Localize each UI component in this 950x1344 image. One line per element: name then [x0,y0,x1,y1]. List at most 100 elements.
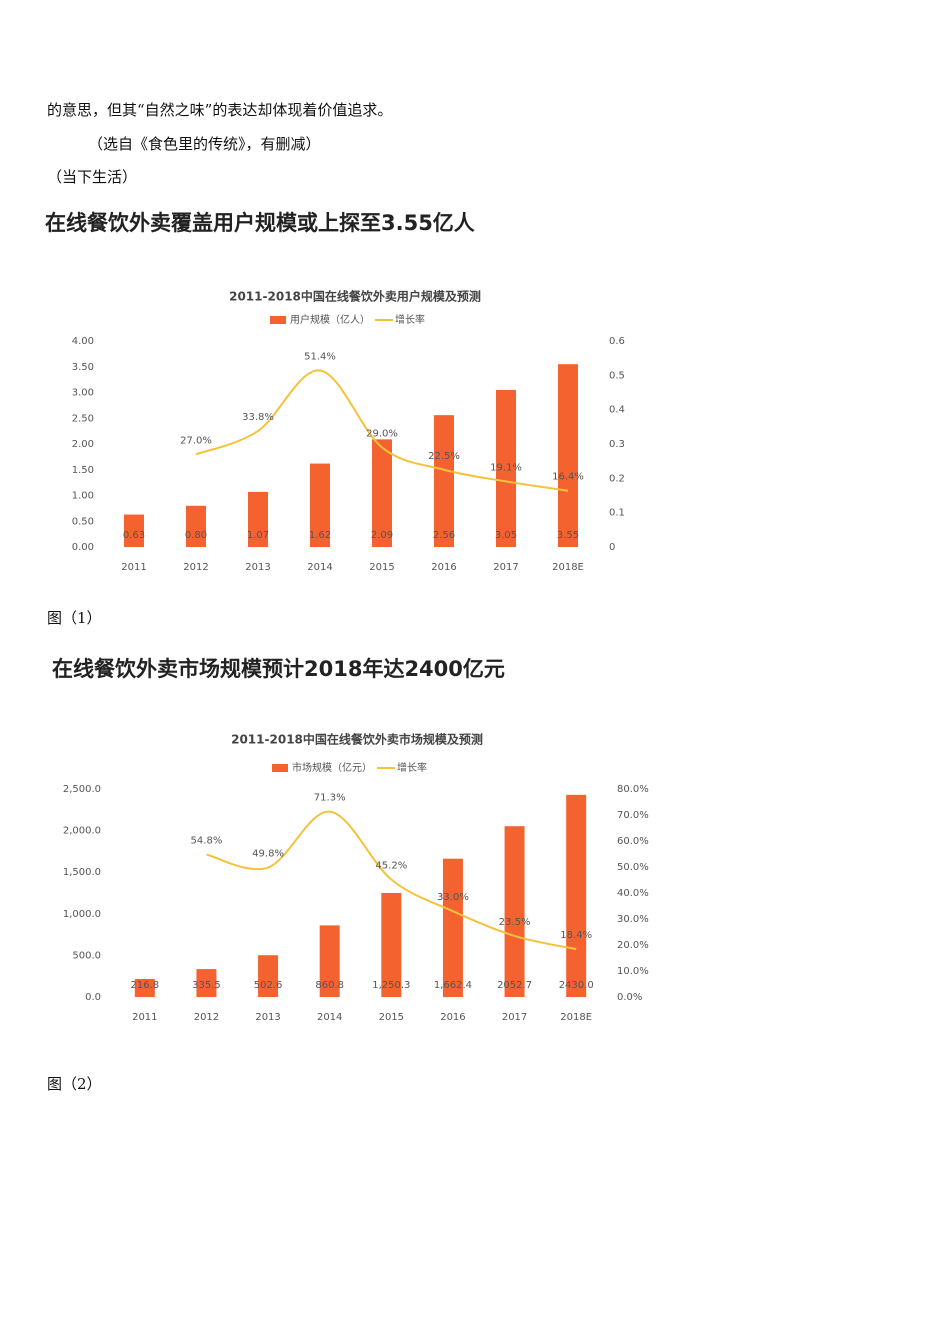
y2-tick-label: 30.0% [617,914,649,925]
data-label: 45.2% [375,860,407,871]
data-label: 335.5 [192,980,221,991]
data-label: 22.5% [428,451,460,462]
y2-tick-label: 0 [609,542,615,553]
data-label: 2.56 [433,530,455,541]
y-tick-label: 4.00 [72,336,94,347]
chart-title: 2011-2018中国在线餐饮外卖用户规模及预测 [229,289,481,304]
data-label: 18.4% [560,930,592,941]
y2-tick-label: 60.0% [617,836,649,847]
x-tick-label: 2017 [493,562,518,573]
x-tick-label: 2013 [255,1012,280,1023]
y-tick-label: 3.00 [72,388,94,399]
data-label: 23.5% [499,917,531,928]
y2-tick-label: 50.0% [617,862,649,873]
chart-title: 2011-2018中国在线餐饮外卖市场规模及预测 [231,732,483,747]
x-tick-label: 2017 [502,1012,527,1023]
y2-tick-label: 0.2 [609,473,625,484]
heading: 在线餐饮外卖市场规模预计2018年达2400亿元 [52,657,505,681]
x-tick-label: 2016 [431,562,456,573]
bar [442,858,463,997]
line [206,810,577,951]
data-label: 502.6 [254,980,283,991]
bar [248,491,268,547]
data-label: 27.0% [180,435,212,446]
bar [124,514,144,547]
bar [558,364,578,547]
bar [496,389,516,547]
data-label: 860.8 [315,980,344,991]
y2-tick-label: 0.5 [609,370,625,381]
data-label: 2052.7 [497,980,532,991]
y-tick-label: 500.0 [72,950,101,961]
y-tick-label: 2.00 [72,439,94,450]
y2-tick-label: 10.0% [617,966,649,977]
x-tick-label: 2011 [121,562,146,573]
data-label: 1,250.3 [372,980,410,991]
x-tick-label: 2013 [245,562,270,573]
y2-tick-label: 70.0% [617,810,649,821]
heading: 在线餐饮外卖覆盖用户规模或上探至3.55亿人 [45,211,475,235]
legend-label: 增长率 [395,313,425,326]
x-tick-label: 2016 [440,1012,465,1023]
x-tick-label: 2012 [183,562,208,573]
text-line: （当下生活） [47,168,137,186]
data-label: 0.63 [123,530,145,541]
data-label: 54.8% [191,836,223,847]
bar [319,925,340,997]
legend-label: 用户规模（亿人） [290,313,370,326]
caption: 图（2） [47,1075,102,1093]
y-tick-label: 0.0 [85,992,101,1003]
bar [434,415,454,547]
y2-tick-label: 0.1 [609,508,625,519]
data-label: 29.0% [366,428,398,439]
legend-label: 市场规模（亿元） [292,761,372,774]
data-label: 3.05 [495,530,517,541]
data-label: 1.62 [309,530,331,541]
data-label: 49.8% [252,849,284,860]
bar [258,955,279,997]
data-label: 33.8% [242,412,274,423]
x-tick-label: 2014 [307,562,332,573]
data-label: 2430.0 [559,980,594,991]
data-label: 216.8 [130,980,159,991]
bar [186,505,206,547]
text-line: （选自《食色里的传统》，有删减） [88,135,321,153]
legend-swatch [272,764,288,772]
y-tick-label: 1,000.0 [63,909,101,920]
y-tick-label: 0.50 [72,516,94,527]
y-tick-label: 1.00 [72,491,94,502]
bar [196,969,217,997]
x-tick-label: 2011 [132,1012,157,1023]
data-label: 71.3% [314,793,346,804]
legend-swatch [270,316,286,324]
y2-tick-label: 80.0% [617,784,649,795]
y-tick-label: 2.50 [72,413,94,424]
data-label: 16.4% [552,472,584,483]
data-label: 3.55 [557,530,579,541]
x-tick-label: 2012 [194,1012,219,1023]
y2-tick-label: 0.0% [617,992,642,1003]
bar [504,826,525,997]
bar [310,463,330,547]
bar [372,439,392,547]
x-tick-label: 2018E [552,562,584,573]
y2-tick-label: 0.4 [609,405,625,416]
y-tick-label: 2,000.0 [63,826,101,837]
y-tick-label: 2,500.0 [63,784,101,795]
x-tick-label: 2015 [369,562,394,573]
legend-label: 增长率 [397,761,427,774]
data-label: 0.80 [185,530,207,541]
x-tick-label: 2015 [379,1012,404,1023]
line [195,369,569,492]
y-tick-label: 1.50 [72,465,94,476]
y-tick-label: 3.50 [72,362,94,373]
bar [566,794,587,997]
x-tick-label: 2014 [317,1012,342,1023]
data-label: 2.09 [371,530,393,541]
x-tick-label: 2018E [560,1012,592,1023]
data-label: 51.4% [304,352,336,363]
y2-tick-label: 0.3 [609,439,625,450]
data-label: 33.0% [437,892,469,903]
